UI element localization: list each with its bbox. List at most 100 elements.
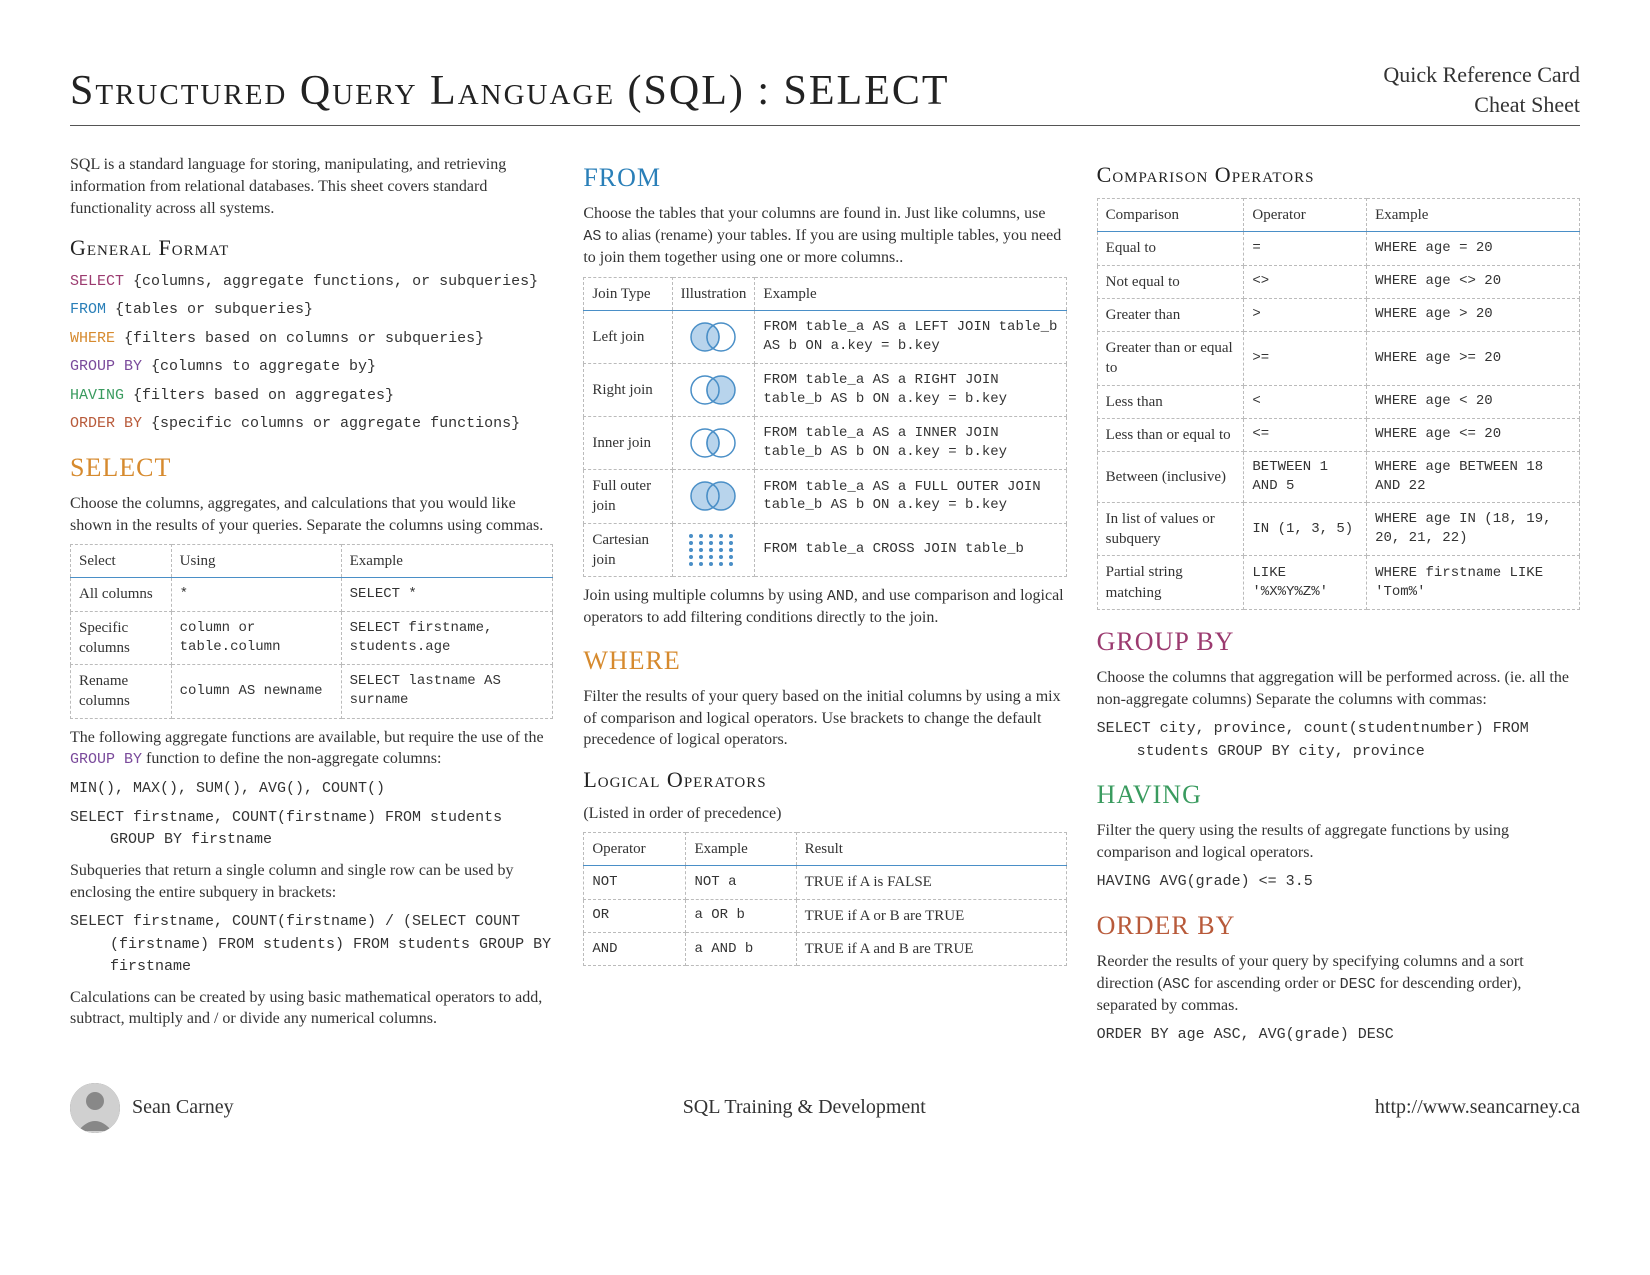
from-p2a: Join using multiple columns by using [583, 587, 827, 604]
join-example-cell: FROM table_a AS a RIGHT JOIN table_b AS … [755, 364, 1066, 417]
table-header: Operator [584, 833, 686, 866]
join-example-cell: FROM table_a AS a LEFT JOIN table_b AS b… [755, 311, 1066, 364]
sql-keyword: GROUP BY [70, 358, 142, 375]
table-cell: WHERE age >= 20 [1367, 332, 1580, 386]
table-cell: * [171, 578, 341, 611]
table-cell: Less than or equal to [1097, 418, 1244, 451]
join-type-cell: Cartesian join [584, 523, 672, 577]
having-heading: HAVING [1097, 777, 1580, 812]
table-header: Example [686, 833, 796, 866]
table-row: Less than<WHERE age < 20 [1097, 385, 1579, 418]
format-line: SELECT {columns, aggregate functions, or… [70, 271, 553, 294]
having-example: HAVING AVG(grade) <= 3.5 [1097, 871, 1580, 894]
header: Structured Query Language (SQL) : SELECT… [70, 60, 1580, 126]
format-line: GROUP BY {columns to aggregate by} [70, 356, 553, 379]
cross-join-icon [683, 530, 743, 570]
header-subtitle: Quick Reference Card Cheat Sheet [1383, 60, 1580, 119]
table-cell: AND [584, 932, 686, 965]
author-name: Sean Carney [132, 1094, 234, 1121]
table-row: Cartesian joinFROM table_a CROSS JOIN ta… [584, 523, 1066, 577]
as-kw: AS [583, 228, 601, 245]
join-type-cell: Inner join [584, 417, 672, 470]
table-cell: IN (1, 3, 5) [1244, 502, 1367, 556]
subquery-example: SELECT firstname, COUNT(firstname) / (SE… [70, 911, 553, 979]
table-row: Between (inclusive)BETWEEN 1 AND 5WHERE … [1097, 452, 1579, 503]
groupby-example: SELECT city, province, count(studentnumb… [1097, 718, 1580, 763]
sql-keyword: ORDER BY [70, 415, 142, 432]
column-1: SQL is a standard language for storing, … [70, 146, 553, 1053]
column-2: FROM Choose the tables that your columns… [583, 146, 1066, 1053]
table-header: Result [796, 833, 1066, 866]
from-p1a: Choose the tables that your columns are … [583, 205, 1045, 222]
agg-fns: MIN(), MAX(), SUM(), AVG(), COUNT() [70, 778, 553, 801]
table-cell: Between (inclusive) [1097, 452, 1244, 503]
join-type-cell: Full outer join [584, 470, 672, 524]
groupby-heading: GROUP BY [1097, 624, 1580, 659]
select-table: SelectUsingExampleAll columns*SELECT *Sp… [70, 544, 553, 719]
table-header: Example [1367, 199, 1580, 232]
orderby-p: Reorder the results of your query by spe… [1097, 951, 1580, 1016]
footer: Sean Carney SQL Training & Development h… [70, 1083, 1580, 1133]
table-cell: NOT a [686, 866, 796, 899]
table-cell: <> [1244, 265, 1367, 298]
avatar-icon [70, 1083, 120, 1133]
table-header: Select [71, 545, 172, 578]
table-row: Specific columnscolumn or table.columnSE… [71, 611, 553, 665]
general-format-code: SELECT {columns, aggregate functions, or… [70, 271, 553, 436]
sql-keyword: FROM [70, 301, 106, 318]
desc-kw: DESC [1340, 976, 1376, 993]
table-row: All columns*SELECT * [71, 578, 553, 611]
join-example-cell: FROM table_a AS a FULL OUTER JOIN table_… [755, 470, 1066, 524]
table-cell: WHERE age BETWEEN 18 AND 22 [1367, 452, 1580, 503]
venn-cell [672, 417, 755, 470]
full-join-icon [683, 476, 743, 516]
format-line: HAVING {filters based on aggregates} [70, 385, 553, 408]
where-p1: Filter the results of your query based o… [583, 686, 1066, 751]
table-cell: WHERE firstname LIKE 'Tom%' [1367, 556, 1580, 610]
logops-note: (Listed in order of precedence) [583, 803, 1066, 825]
table-cell: >= [1244, 332, 1367, 386]
where-heading: WHERE [583, 643, 1066, 678]
table-cell: OR [584, 899, 686, 932]
table-row: ORa OR bTRUE if A or B are TRUE [584, 899, 1066, 932]
footer-center: SQL Training & Development [683, 1094, 926, 1121]
group-by-kw: GROUP BY [70, 751, 142, 768]
table-cell: TRUE if A or B are TRUE [796, 899, 1066, 932]
table-cell: Greater than [1097, 298, 1244, 331]
asc-kw: ASC [1163, 976, 1190, 993]
venn-cell [672, 470, 755, 524]
table-cell: a OR b [686, 899, 796, 932]
inner-join-icon [683, 423, 743, 463]
from-p1: Choose the tables that your columns are … [583, 203, 1066, 268]
table-row: Greater than>WHERE age > 20 [1097, 298, 1579, 331]
subquery-p: Subqueries that return a single column a… [70, 860, 553, 903]
agg-text-2: function to define the non-aggregate col… [142, 750, 441, 767]
table-row: Greater than or equal to>=WHERE age >= 2… [1097, 332, 1579, 386]
table-header: Example [755, 277, 1066, 310]
table-row: NOTNOT aTRUE if A is FALSE [584, 866, 1066, 899]
join-table: Join TypeIllustrationExampleLeft join FR… [583, 277, 1066, 577]
column-3: Comparison Operators ComparisonOperatorE… [1097, 146, 1580, 1053]
orderby-heading: ORDER BY [1097, 908, 1580, 943]
from-p2: Join using multiple columns by using AND… [583, 585, 1066, 629]
table-row: Right join FROM table_a AS a RIGHT JOIN … [584, 364, 1066, 417]
orderby-pb: for ascending order or [1190, 975, 1340, 992]
table-row: ANDa AND bTRUE if A and B are TRUE [584, 932, 1066, 965]
subtitle-line-1: Quick Reference Card [1383, 60, 1580, 90]
orderby-example: ORDER BY age ASC, AVG(grade) DESC [1097, 1024, 1580, 1047]
right-join-icon [683, 370, 743, 410]
groupby-p: Choose the columns that aggregation will… [1097, 667, 1580, 710]
table-cell: WHERE age <= 20 [1367, 418, 1580, 451]
table-row: Inner join FROM table_a AS a INNER JOIN … [584, 417, 1066, 470]
table-cell: BETWEEN 1 AND 5 [1244, 452, 1367, 503]
table-row: Partial string matchingLIKE '%X%Y%Z%'WHE… [1097, 556, 1579, 610]
venn-cell [672, 311, 755, 364]
from-p1b: to alias (rename) your tables. If you ar… [583, 227, 1061, 266]
table-cell: = [1244, 232, 1367, 265]
table-header: Join Type [584, 277, 672, 310]
table-cell: a AND b [686, 932, 796, 965]
table-cell: SELECT firstname, students.age [341, 611, 553, 665]
format-line: WHERE {filters based on columns or subqu… [70, 328, 553, 351]
table-row: Not equal to<>WHERE age <> 20 [1097, 265, 1579, 298]
venn-cell [672, 364, 755, 417]
